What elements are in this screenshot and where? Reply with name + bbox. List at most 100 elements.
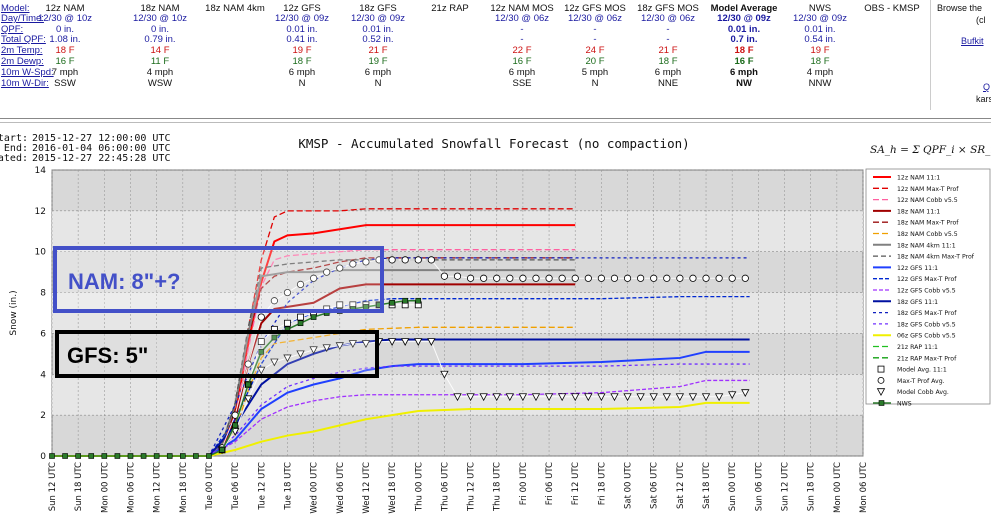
legend-swatch <box>876 388 886 397</box>
x-tick-label: Sat 18 UTC <box>702 462 712 509</box>
y-tick-label: 2 <box>40 411 46 421</box>
data-point <box>414 256 422 264</box>
legend-entry: 12z NAM Max-T Prof <box>897 186 959 193</box>
data-point <box>741 389 750 398</box>
start-label: Start: <box>0 133 28 144</box>
data-point <box>362 258 370 266</box>
table-cell: N <box>591 78 599 89</box>
data-point <box>127 453 134 459</box>
data-point <box>62 453 68 459</box>
table-cell: 21z RAP <box>431 3 469 14</box>
formula-text: SA_h = Σ QPF_i × SR_i <box>870 144 991 156</box>
table-cell: - <box>520 24 524 35</box>
row-label-0: Model: <box>1 3 30 14</box>
data-point <box>427 256 435 264</box>
row-label-1: Day/Time: <box>1 13 44 24</box>
table-cell: 0.79 in. <box>144 34 176 45</box>
x-tick-label: Mon 06 UTC <box>859 462 869 513</box>
table-cell: 18z NAM <box>140 3 180 14</box>
y-tick-label: 0 <box>40 452 46 462</box>
data-point <box>414 338 423 346</box>
legend-entry: Max-T Prof Avg. <box>897 378 945 385</box>
table-cell: 12/30 @ 09z <box>717 13 771 24</box>
table-cell: WSW <box>147 78 173 89</box>
table-cell: N <box>374 78 382 89</box>
data-point <box>571 274 579 282</box>
data-point <box>206 453 212 459</box>
right-panel-text-3: kars <box>976 94 991 104</box>
series-line-10 <box>52 379 750 457</box>
table-cell: 18 F <box>55 45 75 56</box>
data-point <box>322 344 331 353</box>
x-tick-label: Sun 06 UTC <box>754 462 764 511</box>
table-cell: 16 F <box>512 56 532 67</box>
q-link[interactable]: Q <box>983 82 991 92</box>
table-cell: 14 F <box>150 45 170 56</box>
table-cell: - <box>520 34 524 45</box>
table-cell: 18z NAM 4km <box>205 3 265 14</box>
data-point <box>296 280 305 288</box>
data-point <box>75 453 81 459</box>
table-cell: - <box>593 34 597 45</box>
data-point <box>623 274 632 282</box>
legend-entry: 18z NAM 11:1 <box>897 208 940 215</box>
x-tick-label: Sun 12 UTC <box>48 462 58 511</box>
legend-entry: 18z GFS Max-T Prof <box>897 310 957 317</box>
chart-title: KMSP - Accumulated Snowfall Forecast (no… <box>298 136 689 151</box>
table-cell: 4 mph <box>146 67 174 78</box>
data-point <box>610 393 619 402</box>
legend-entry: 21z RAP Max-T Prof <box>897 355 957 362</box>
data-point <box>271 334 278 341</box>
x-tick-label: Mon 00 UTC <box>833 462 843 513</box>
data-point <box>649 393 658 402</box>
data-point <box>180 453 186 459</box>
data-point <box>283 354 292 363</box>
table-cell: 21 F <box>368 45 388 56</box>
x-tick-label: Sat 00 UTC <box>624 462 634 509</box>
data-point <box>153 453 160 459</box>
table-cell: 19 F <box>292 45 312 56</box>
data-point <box>597 393 606 402</box>
data-point <box>531 393 541 402</box>
data-point <box>675 393 685 402</box>
legend-entry: 18z NAM Max-T Prof <box>897 220 959 227</box>
legend-entry: 12z GFS Cobb v5.5 <box>897 288 956 295</box>
data-point <box>245 381 252 388</box>
table-cell: 12z NAM <box>45 3 85 14</box>
table-cell: 12/30 @ 06z <box>567 13 623 24</box>
data-point <box>479 393 488 402</box>
legend-entry: 18z NAM 4km 11:1 <box>897 242 956 249</box>
table-cell: 0 in. <box>56 24 74 35</box>
data-point <box>701 393 711 402</box>
y-tick-label: 6 <box>40 329 46 339</box>
data-point <box>336 301 344 309</box>
legend-swatch <box>877 376 885 384</box>
data-point <box>584 393 593 402</box>
table-cell: 1.08 in. <box>49 34 81 45</box>
table-cell: 6 mph <box>654 67 682 78</box>
divider-2 <box>0 122 991 123</box>
series-line-2 <box>52 249 576 457</box>
data-point <box>466 274 475 282</box>
table-cell: 12/30 @ 09z <box>792 13 848 24</box>
snowfall-chart: Start: 2015-12-27 12:00:00 UTC End: 2016-01… <box>0 133 991 514</box>
series-line-9 <box>52 296 750 457</box>
data-point <box>402 297 408 304</box>
data-point <box>88 453 95 459</box>
table-cell: - <box>593 24 597 35</box>
bufkit-link[interactable]: Bufkit <box>961 36 984 46</box>
data-point <box>389 299 395 306</box>
end-label: End: <box>4 143 28 154</box>
data-point <box>101 453 108 459</box>
nam-annotation-text: NAM: 8"+? <box>68 269 181 294</box>
table-cell: 16 F <box>734 56 754 67</box>
table-cell: 7 mph <box>51 67 79 78</box>
table-cell: 0.01 in. <box>727 24 761 35</box>
legend-entry: 21z RAP 11:1 <box>897 344 938 351</box>
data-point <box>49 453 55 459</box>
table-cell: - <box>666 34 670 45</box>
table-cell: NWS <box>808 3 832 14</box>
data-point <box>388 256 396 264</box>
table-cell: 6 mph <box>508 67 536 78</box>
legend-entry: 12z GFS Max-T Prof <box>897 276 957 283</box>
